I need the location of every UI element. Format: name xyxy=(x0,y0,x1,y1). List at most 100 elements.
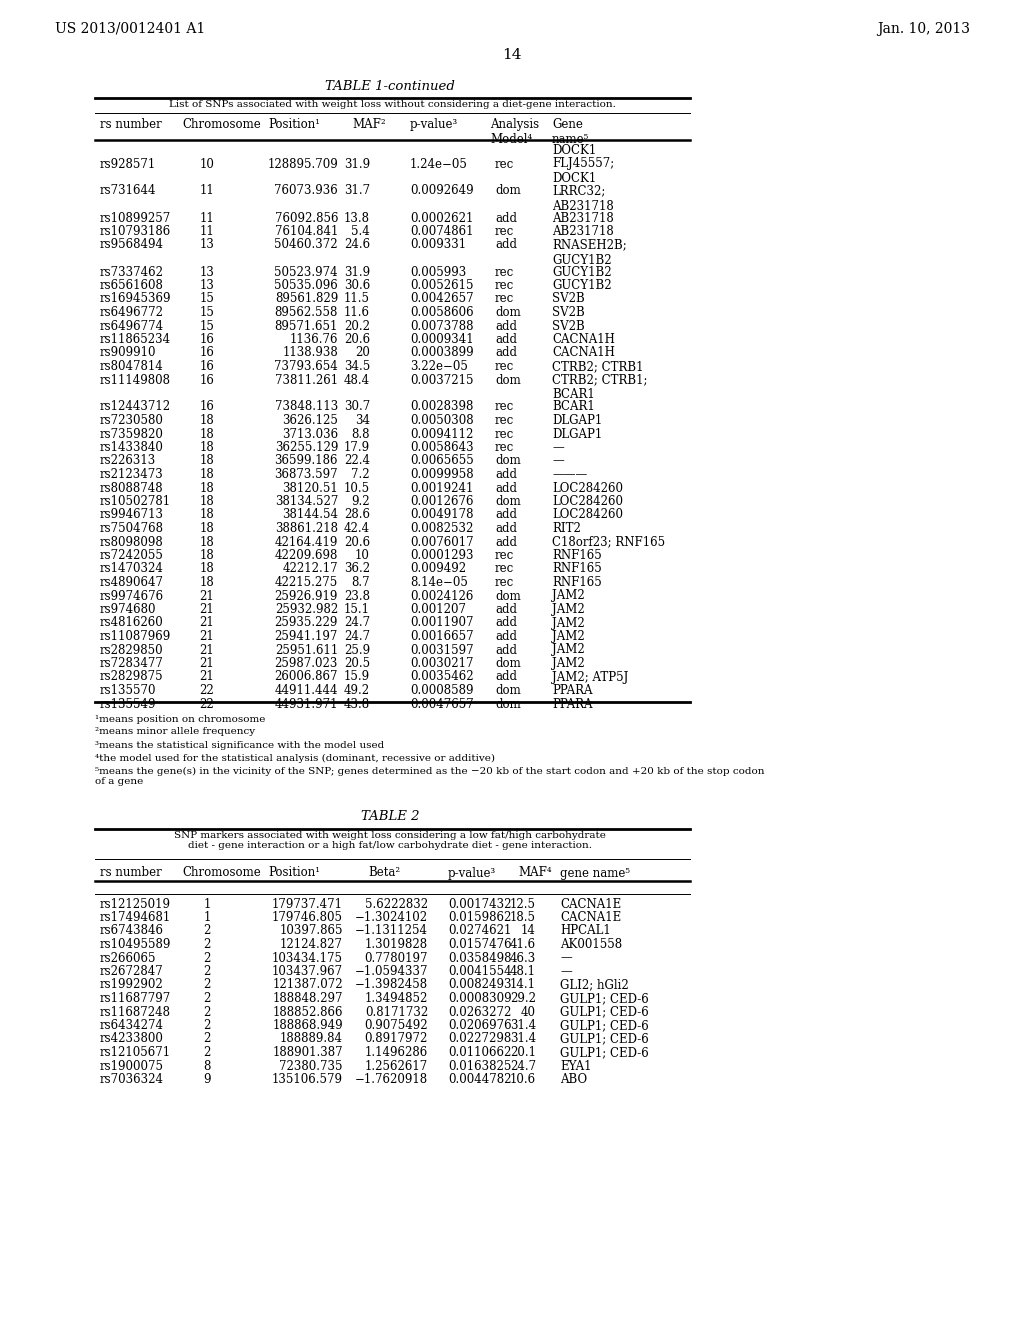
Text: add: add xyxy=(495,671,517,684)
Text: 10.5: 10.5 xyxy=(344,482,370,495)
Text: rs9946713: rs9946713 xyxy=(100,508,164,521)
Text: rs10793186: rs10793186 xyxy=(100,224,171,238)
Text: 13: 13 xyxy=(200,279,214,292)
Text: FLJ45557;
DOCK1: FLJ45557; DOCK1 xyxy=(552,157,614,186)
Text: 188901.387: 188901.387 xyxy=(272,1045,343,1059)
Text: rs8098098: rs8098098 xyxy=(100,536,164,549)
Text: rec: rec xyxy=(495,562,514,576)
Text: ¹means position on chromosome: ¹means position on chromosome xyxy=(95,714,265,723)
Text: 31.7: 31.7 xyxy=(344,185,370,198)
Text: 21: 21 xyxy=(200,671,214,684)
Text: 0.0044782: 0.0044782 xyxy=(449,1073,512,1086)
Text: 2: 2 xyxy=(204,939,211,950)
Text: 28.6: 28.6 xyxy=(344,508,370,521)
Text: dom: dom xyxy=(495,306,521,319)
Text: SV2B: SV2B xyxy=(552,293,585,305)
Text: 3713.036: 3713.036 xyxy=(282,428,338,441)
Text: 0.0009341: 0.0009341 xyxy=(410,333,474,346)
Text: 179746.805: 179746.805 xyxy=(272,911,343,924)
Text: Jan. 10, 2013: Jan. 10, 2013 xyxy=(877,22,970,36)
Text: 5.6222832: 5.6222832 xyxy=(365,898,428,911)
Text: rs7359820: rs7359820 xyxy=(100,428,164,441)
Text: —: — xyxy=(552,441,564,454)
Text: 43.8: 43.8 xyxy=(344,697,370,710)
Text: 0.0011907: 0.0011907 xyxy=(410,616,473,630)
Text: dom: dom xyxy=(495,185,521,198)
Text: rs6561608: rs6561608 xyxy=(100,279,164,292)
Text: 0.9075492: 0.9075492 xyxy=(365,1019,428,1032)
Text: 1: 1 xyxy=(204,911,211,924)
Text: SV2B: SV2B xyxy=(552,306,585,319)
Text: 50535.096: 50535.096 xyxy=(274,279,338,292)
Text: −1.3982458: −1.3982458 xyxy=(355,978,428,991)
Text: CACNA1H: CACNA1H xyxy=(552,333,614,346)
Text: rs6743846: rs6743846 xyxy=(100,924,164,937)
Text: JAM2; ATP5J: JAM2; ATP5J xyxy=(552,671,629,684)
Text: SV2B: SV2B xyxy=(552,319,585,333)
Text: List of SNPs associated with weight loss without considering a diet-gene interac: List of SNPs associated with weight loss… xyxy=(169,100,615,110)
Text: 16: 16 xyxy=(200,333,214,346)
Text: rec: rec xyxy=(495,441,514,454)
Text: 73793.654: 73793.654 xyxy=(274,360,338,374)
Text: 18: 18 xyxy=(200,428,214,441)
Text: rec: rec xyxy=(495,414,514,426)
Text: 31.4: 31.4 xyxy=(510,1032,536,1045)
Text: 0.0042657: 0.0042657 xyxy=(410,293,474,305)
Text: rs4890647: rs4890647 xyxy=(100,576,164,589)
Text: 0.0159862: 0.0159862 xyxy=(449,911,511,924)
Text: 42164.419: 42164.419 xyxy=(274,536,338,549)
Text: −1.3024102: −1.3024102 xyxy=(355,911,428,924)
Text: AK001558: AK001558 xyxy=(560,939,623,950)
Text: 14: 14 xyxy=(502,48,522,62)
Text: 11.6: 11.6 xyxy=(344,306,370,319)
Text: 34: 34 xyxy=(355,414,370,426)
Text: rs12105671: rs12105671 xyxy=(100,1045,171,1059)
Text: 128895.709: 128895.709 xyxy=(267,157,338,170)
Text: TABLE 1-continued: TABLE 1-continued xyxy=(325,81,455,92)
Text: rs226313: rs226313 xyxy=(100,454,157,467)
Text: 24.6: 24.6 xyxy=(344,239,370,252)
Text: CACNA1E: CACNA1E xyxy=(560,911,622,924)
Text: rs8088748: rs8088748 xyxy=(100,482,164,495)
Text: 0.0008589: 0.0008589 xyxy=(410,684,473,697)
Text: 0.0058643: 0.0058643 xyxy=(410,441,474,454)
Text: 89561.829: 89561.829 xyxy=(274,293,338,305)
Text: 8.14e−05: 8.14e−05 xyxy=(410,576,468,589)
Text: GLI2; hGli2: GLI2; hGli2 xyxy=(560,978,629,991)
Text: 76092.856: 76092.856 xyxy=(274,211,338,224)
Text: PPARA: PPARA xyxy=(552,684,593,697)
Text: Position¹: Position¹ xyxy=(268,117,319,131)
Text: JAM2: JAM2 xyxy=(552,590,585,602)
Text: 11: 11 xyxy=(200,224,214,238)
Text: 10: 10 xyxy=(355,549,370,562)
Text: 25926.919: 25926.919 xyxy=(274,590,338,602)
Text: 23.8: 23.8 xyxy=(344,590,370,602)
Text: rs135549: rs135549 xyxy=(100,697,157,710)
Text: 121387.072: 121387.072 xyxy=(272,978,343,991)
Text: 179737.471: 179737.471 xyxy=(272,898,343,911)
Text: 18: 18 xyxy=(200,454,214,467)
Text: rs number: rs number xyxy=(100,866,162,879)
Text: 25932.982: 25932.982 xyxy=(274,603,338,616)
Text: AB231718: AB231718 xyxy=(552,211,613,224)
Text: JAM2: JAM2 xyxy=(552,616,585,630)
Text: rs7337462: rs7337462 xyxy=(100,265,164,279)
Text: rs17494681: rs17494681 xyxy=(100,911,171,924)
Text: 103434.175: 103434.175 xyxy=(272,952,343,965)
Text: add: add xyxy=(495,536,517,549)
Text: rs2123473: rs2123473 xyxy=(100,469,164,480)
Text: GULP1; CED-6: GULP1; CED-6 xyxy=(560,1032,649,1045)
Text: Analysis
Model⁴: Analysis Model⁴ xyxy=(490,117,539,147)
Text: CTRB2; CTRB1;
BCAR1: CTRB2; CTRB1; BCAR1 xyxy=(552,374,647,401)
Text: Chromosome: Chromosome xyxy=(182,866,261,879)
Text: add: add xyxy=(495,603,517,616)
Text: rs909910: rs909910 xyxy=(100,346,157,359)
Text: 20.5: 20.5 xyxy=(344,657,370,671)
Text: US 2013/0012401 A1: US 2013/0012401 A1 xyxy=(55,22,205,36)
Text: 36599.186: 36599.186 xyxy=(274,454,338,467)
Text: RNF165: RNF165 xyxy=(552,549,602,562)
Text: 18: 18 xyxy=(200,536,214,549)
Text: rs12443712: rs12443712 xyxy=(100,400,171,413)
Text: add: add xyxy=(495,482,517,495)
Text: AB231718: AB231718 xyxy=(552,224,613,238)
